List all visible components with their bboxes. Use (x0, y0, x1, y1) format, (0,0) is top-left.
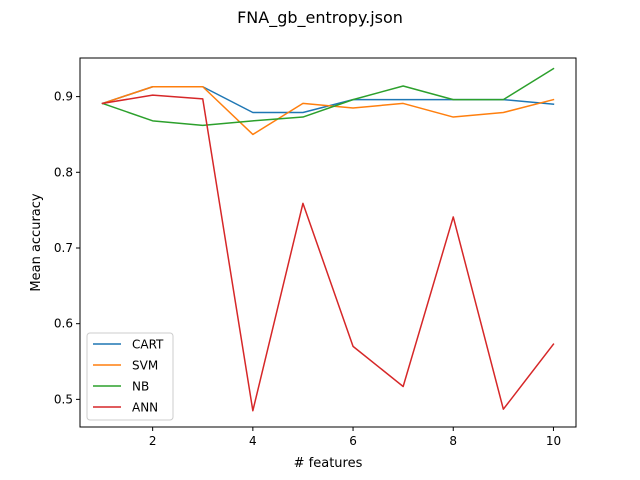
legend-label-svm: SVM (132, 359, 158, 373)
series-line-ann (101, 94, 555, 412)
y-tick-label: 0.9 (54, 90, 73, 104)
series-line-svm (101, 86, 555, 136)
y-axis-label: Mean accuracy (29, 193, 44, 292)
legend-label-cart: CART (132, 338, 164, 352)
legend-box (86, 332, 174, 421)
y-tick-label: 0.6 (54, 317, 73, 331)
chart-title: FNA_gb_entropy.json (237, 8, 403, 28)
y-tick-label: 0.7 (54, 241, 73, 255)
x-axis-label: # features (294, 456, 363, 471)
y-tick-label: 0.5 (54, 392, 73, 406)
legend-label-nb: NB (132, 380, 149, 394)
y-tick-label: 0.8 (54, 165, 73, 179)
legend: CART SVM NB ANN (86, 332, 174, 421)
x-tick-label: 6 (349, 434, 357, 448)
x-tick-label: 10 (546, 434, 561, 448)
series-line-nb (101, 67, 555, 127)
plot-frame (79, 57, 577, 428)
x-tick-label: 2 (149, 434, 157, 448)
x-tick-label: 4 (249, 434, 257, 448)
x-tick-label: 8 (449, 434, 457, 448)
legend-label-ann: ANN (132, 401, 158, 415)
axis-ticks: 2 4 6 8 10 0.5 0.6 0.7 0.8 0.9 (54, 90, 561, 448)
series-lines (101, 67, 555, 412)
